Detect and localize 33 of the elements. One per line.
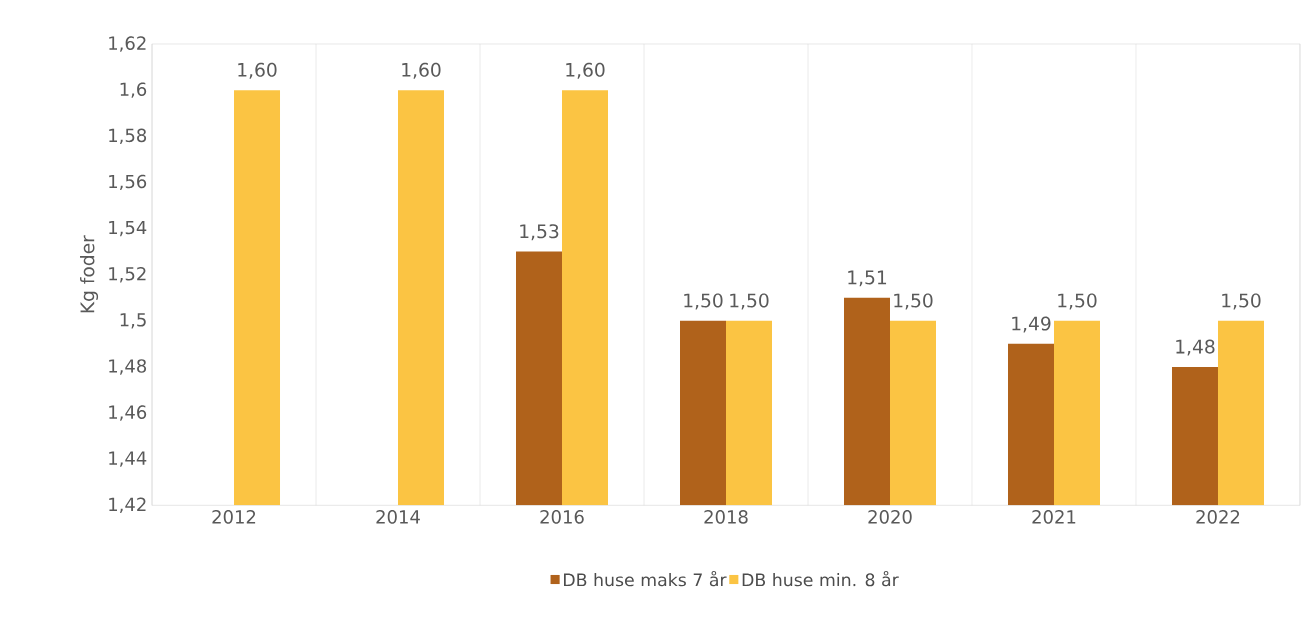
data-label: 1,50 [1058, 293, 1097, 310]
data-label: 1,50 [894, 293, 933, 310]
data-label: 1,50 [684, 293, 723, 310]
data-label: 1,50 [730, 293, 769, 310]
x-tick-label: 2022 [1196, 510, 1240, 524]
data-label: 1,49 [1012, 316, 1051, 333]
y-tick-label: 1,46 [109, 405, 147, 421]
y-tick-label: 1,48 [109, 359, 147, 375]
legend-label: DB huse maks 7 år [564, 570, 727, 587]
y-tick-label: 1,6 [120, 82, 147, 98]
x-tick-label: 2021 [1032, 510, 1076, 524]
y-tick-label: 1,42 [109, 497, 146, 514]
y-axis-title: Kg foder [80, 235, 99, 313]
data-label: 1,50 [1222, 293, 1261, 310]
legend-label: DB huse min. 8 år [742, 570, 899, 587]
y-tick-label: 1,52 [109, 266, 146, 283]
data-label: 1,60 [566, 62, 605, 79]
x-tick-label: 2016 [540, 510, 584, 524]
y-tick-label: 1,56 [109, 174, 147, 191]
y-tick-label: 1,5 [120, 313, 146, 329]
x-tick-label: 2020 [868, 510, 912, 524]
x-tick-label: 2012 [212, 510, 256, 524]
y-tick-label: 1,58 [109, 128, 147, 144]
y-tick-label: 1,54 [109, 220, 147, 237]
y-tick-label: 1,62 [109, 36, 146, 52]
y-tick-label: 1,44 [109, 451, 147, 467]
x-tick-label: 2014 [376, 510, 420, 524]
x-tick-label: 2018 [704, 510, 748, 524]
data-label: 1,60 [402, 62, 441, 79]
data-label: 1,60 [238, 62, 277, 79]
data-label: 1,48 [1176, 339, 1215, 356]
data-label: 1,53 [520, 224, 559, 241]
data-label: 1,51 [848, 270, 887, 287]
